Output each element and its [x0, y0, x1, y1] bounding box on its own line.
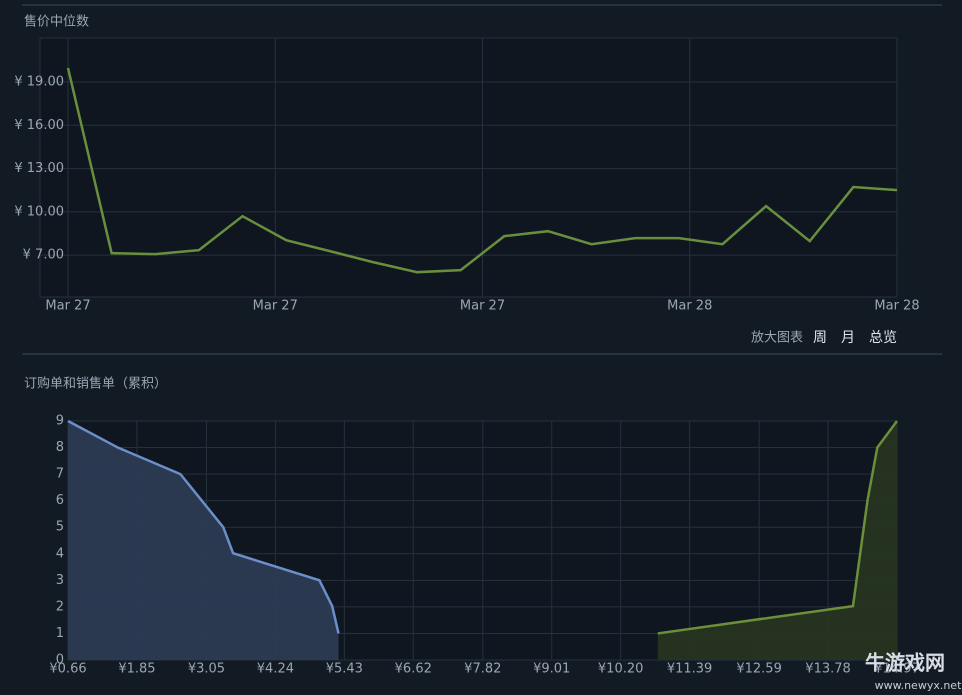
y-tick-label: 0 [56, 653, 64, 668]
depth-area [657, 421, 897, 660]
y-tick-label: ¥ 10.00 [14, 204, 64, 219]
x-tick-label: ¥3.05 [188, 662, 225, 677]
x-tick-label: ¥14.97 [874, 662, 920, 677]
x-tick-label: ¥11.39 [667, 662, 713, 677]
x-tick-label: Mar 27 [460, 299, 505, 314]
y-tick-label: ¥ 13.00 [14, 161, 64, 176]
zoom-button[interactable]: 总览 [869, 330, 897, 346]
x-tick-label: Mar 28 [667, 299, 712, 314]
x-tick-label: Mar 27 [45, 299, 90, 314]
x-tick-label: ¥0.66 [49, 662, 86, 677]
y-tick-label: 1 [56, 626, 64, 641]
x-tick-label: ¥1.85 [118, 662, 155, 677]
y-tick-label: ¥ 19.00 [14, 75, 64, 90]
price-line [66, 67, 898, 274]
x-tick-label: ¥4.24 [257, 662, 294, 677]
y-tick-label: 8 [56, 440, 64, 455]
y-tick-label: ¥ 16.00 [14, 118, 64, 133]
y-tick-label: 5 [56, 520, 64, 535]
watermark: www.newyx.net [875, 679, 962, 692]
zoom-button[interactable]: 月 [841, 330, 855, 346]
y-tick-label: 4 [56, 546, 64, 561]
x-tick-label: ¥9.01 [533, 662, 570, 677]
watermark: 牛游戏网 [865, 651, 945, 675]
depth-line [67, 419, 340, 634]
zoom-button[interactable]: 周 [813, 330, 827, 346]
x-tick-label: ¥13.78 [805, 662, 851, 677]
x-tick-label: ¥7.82 [464, 662, 501, 677]
y-tick-label: 6 [56, 493, 64, 508]
x-tick-label: ¥10.20 [598, 662, 644, 677]
depth-area [68, 421, 339, 660]
x-tick-label: ¥6.62 [395, 662, 432, 677]
charts: ¥ 7.00 ¥ 10.00 ¥ 13.00 ¥ 16.00 ¥ 19.00 Mar 27… [14, 37, 920, 677]
chart-title: 售价中位数 [24, 14, 89, 30]
y-tick-label: 7 [56, 467, 64, 482]
chart-title: 订购单和销售单（累积） [24, 376, 167, 392]
depth-line [657, 420, 899, 635]
y-tick-label: 3 [56, 573, 64, 588]
x-tick-label: ¥5.43 [326, 662, 363, 677]
zoom-label: 放大图表 [751, 331, 803, 346]
y-tick-label: 2 [56, 599, 64, 614]
y-tick-label: ¥ 7.00 [23, 248, 64, 263]
y-tick-label: 9 [56, 414, 64, 429]
x-tick-label: ¥12.59 [736, 662, 782, 677]
plot-area [39, 37, 898, 298]
x-tick-label: Mar 27 [253, 299, 298, 314]
x-tick-label: Mar 28 [874, 299, 919, 314]
